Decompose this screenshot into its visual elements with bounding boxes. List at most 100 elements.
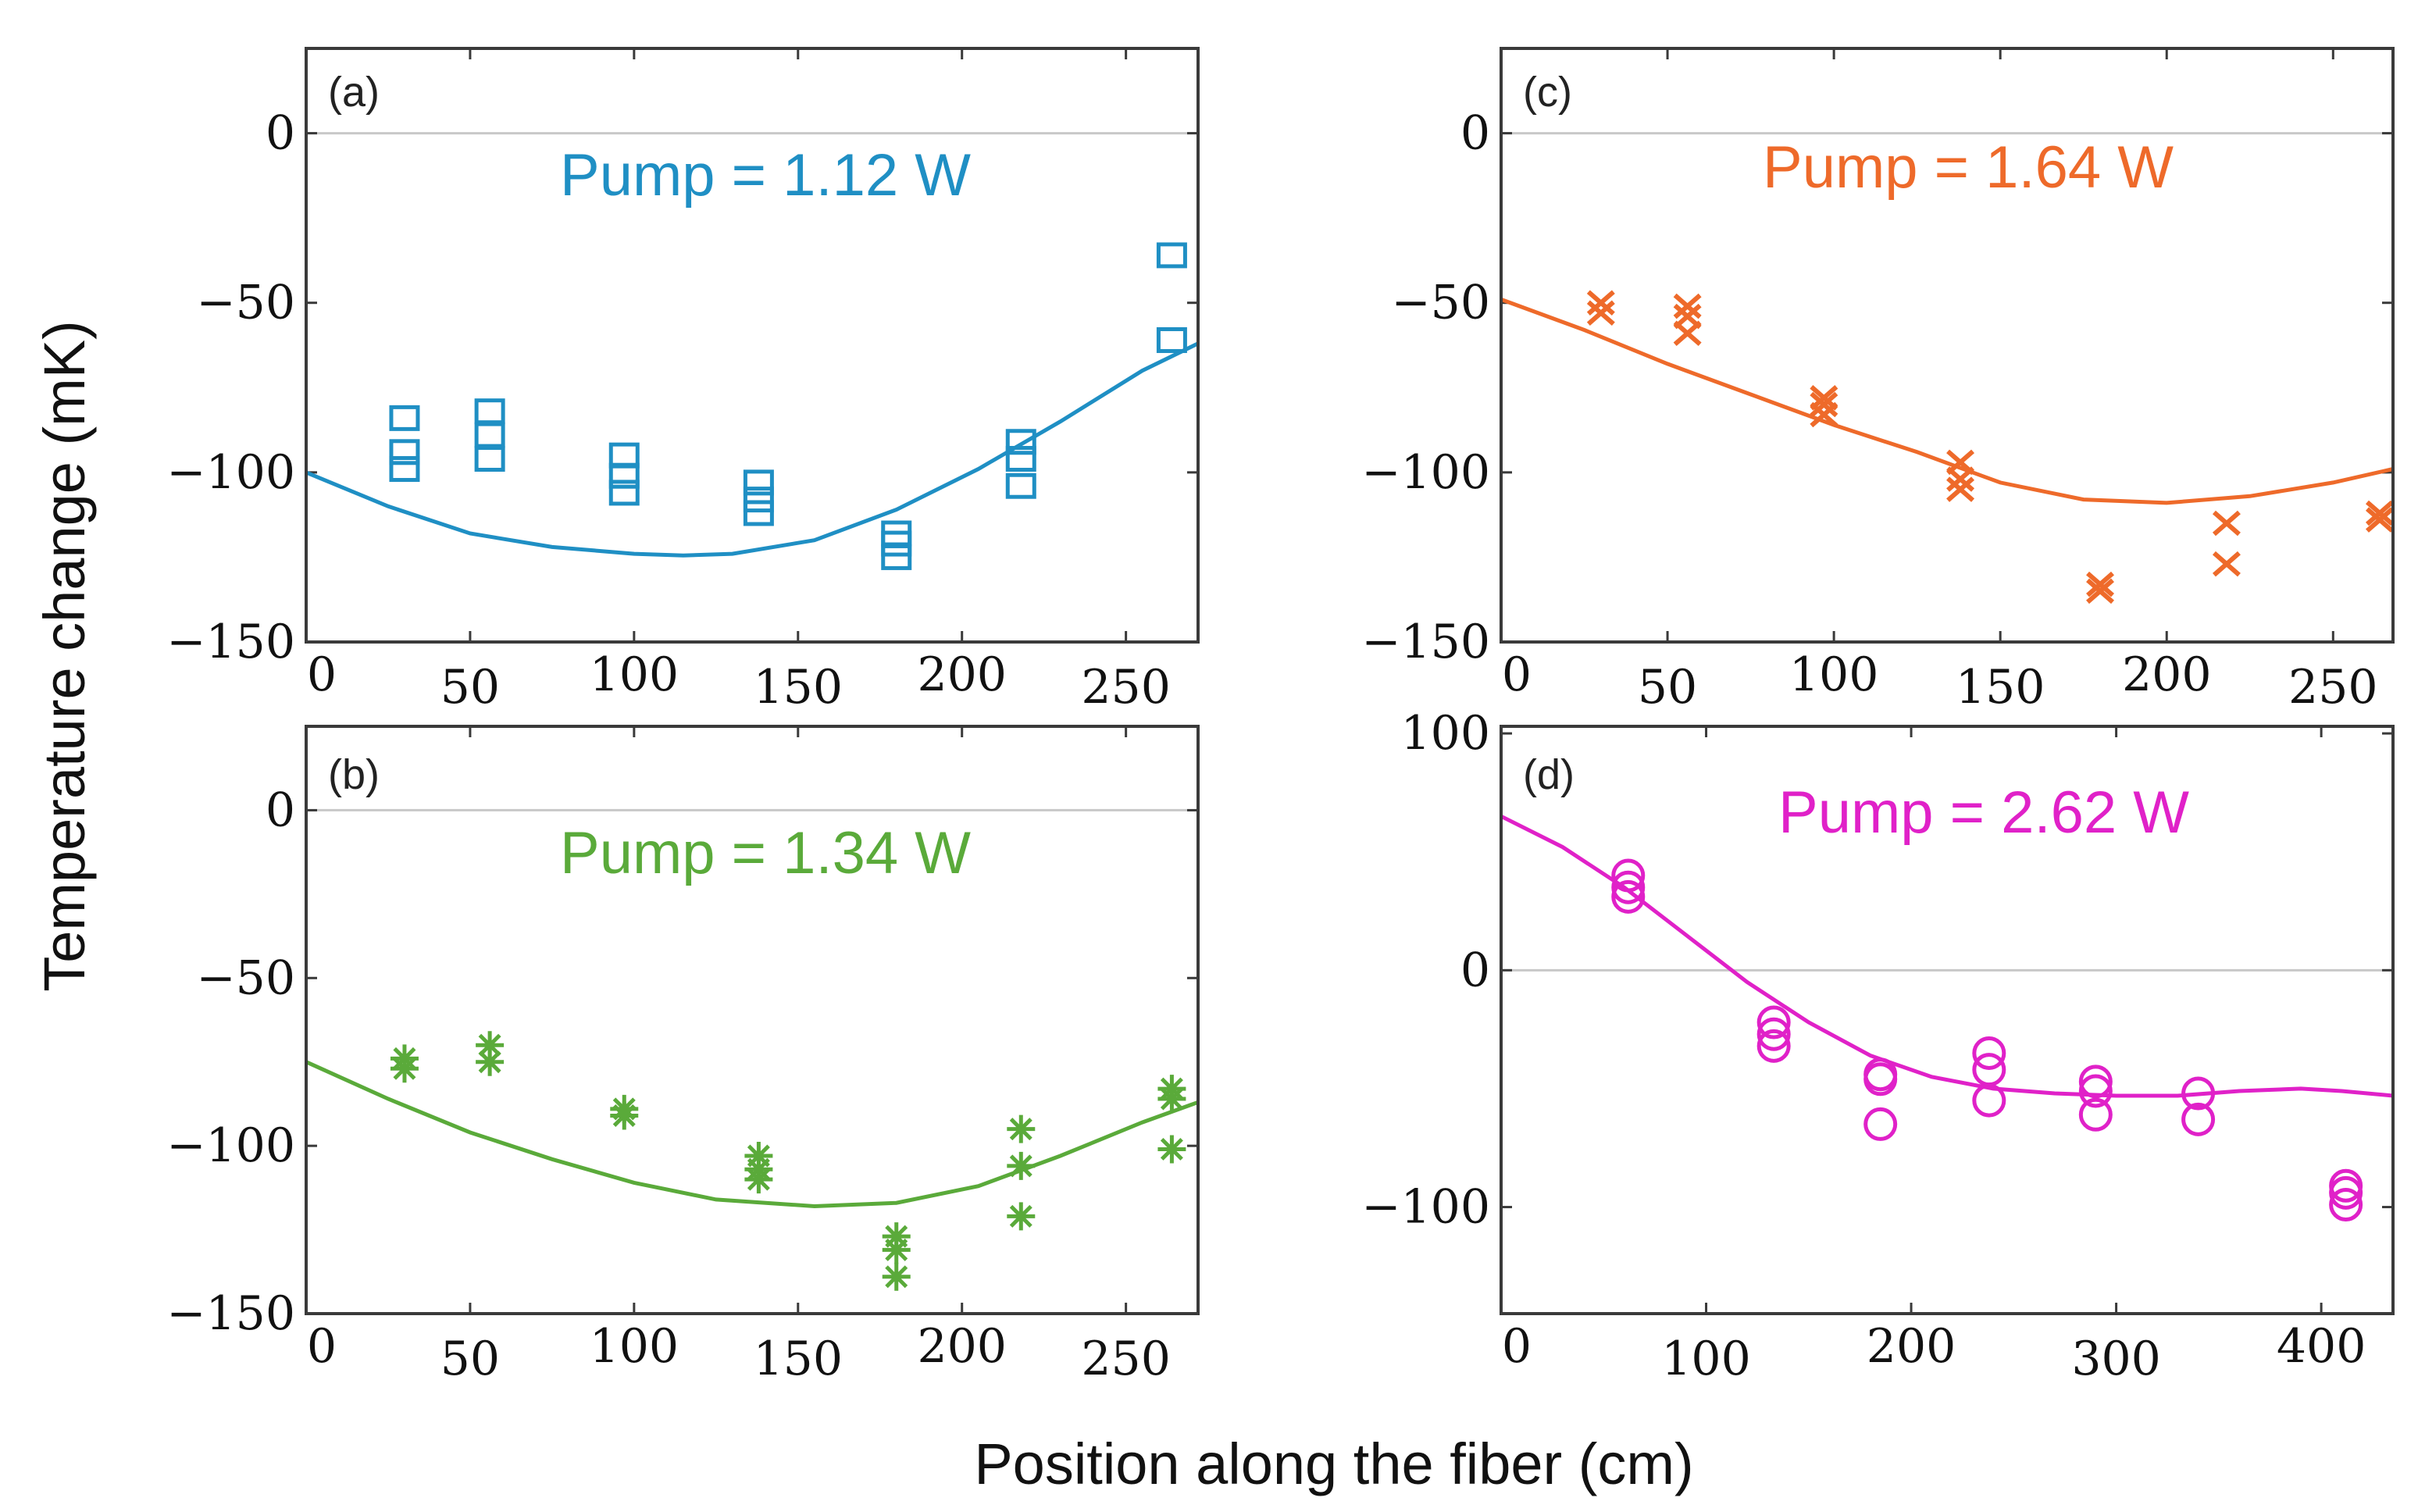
data-point-c bbox=[2365, 507, 2394, 533]
data-point-a bbox=[474, 445, 505, 472]
data-point-a bbox=[1005, 472, 1036, 499]
data-point-b bbox=[1157, 1135, 1186, 1164]
data-point-d bbox=[2181, 1102, 2216, 1136]
pump-annotation-c: Pump = 1.64 W bbox=[1763, 134, 2174, 201]
x-tick-label-a: 0 bbox=[307, 647, 337, 702]
x-tick-label-b: 150 bbox=[754, 1332, 843, 1386]
x-tick-label-c: 250 bbox=[2288, 660, 2378, 715]
data-point-a bbox=[389, 439, 420, 465]
data-point-d bbox=[2078, 1064, 2113, 1099]
pump-annotation-b: Pump = 1.34 W bbox=[560, 820, 971, 886]
x-tick-label-a: 150 bbox=[754, 660, 843, 715]
data-point-a bbox=[389, 405, 420, 431]
data-point-b bbox=[1007, 1202, 1036, 1231]
x-tick-label-b: 100 bbox=[590, 1319, 679, 1374]
fit-curve-a bbox=[305, 341, 1200, 558]
fit-curve-b bbox=[305, 1060, 1199, 1209]
y-tick-label-d: 0 bbox=[1460, 943, 1490, 997]
data-point-b bbox=[882, 1262, 911, 1291]
data-point-a bbox=[608, 480, 640, 506]
data-point-b bbox=[1157, 1084, 1186, 1113]
x-tick-label-c: 0 bbox=[1502, 647, 1532, 702]
plot-frame-c bbox=[1500, 47, 2395, 644]
panel-b: 0 50 100 150 200 250 0 −50 −100 −150 (b) Pump = 1.3… bbox=[166, 725, 1200, 1386]
y-tick-label-d: 100 bbox=[1400, 706, 1490, 761]
data-point-c bbox=[2086, 571, 2114, 597]
panel-d: 0 100 200 300 400 100 0 −100 (d) Pump = 2.62 W bbox=[1361, 706, 2395, 1386]
data-point-d bbox=[1972, 1036, 2006, 1070]
data-point-a bbox=[474, 398, 505, 425]
data-point-c bbox=[1810, 391, 1838, 418]
data-point-a bbox=[1005, 445, 1036, 472]
x-tick-label-c: 200 bbox=[2122, 647, 2212, 702]
x-tick-label-c: 50 bbox=[1638, 660, 1697, 715]
data-point-d bbox=[1756, 1017, 1791, 1051]
y-tick-label-a: −100 bbox=[166, 445, 295, 500]
data-point-a bbox=[743, 500, 774, 526]
data-point-a bbox=[881, 530, 912, 557]
x-axis-title: Position along the fiber (cm) bbox=[974, 1432, 1693, 1496]
y-tick-label-a: −50 bbox=[196, 276, 295, 330]
x-tick-label-b: 200 bbox=[917, 1319, 1007, 1374]
data-point-c bbox=[1673, 320, 1702, 347]
y-tick-label-a: −150 bbox=[166, 615, 295, 669]
y-tick-label-a: 0 bbox=[266, 106, 295, 161]
data-point-c bbox=[1586, 300, 1615, 326]
data-point-c bbox=[1946, 476, 1975, 502]
data-point-b bbox=[476, 1031, 505, 1060]
x-tick-label-d: 400 bbox=[2277, 1319, 2366, 1374]
data-point-d bbox=[1756, 1029, 1791, 1063]
y-tick-label-c: 0 bbox=[1460, 106, 1490, 161]
plot-frame-d bbox=[1500, 725, 2395, 1315]
x-tick-label-a: 50 bbox=[440, 660, 500, 715]
x-tick-label-d: 0 bbox=[1502, 1319, 1532, 1374]
data-point-d bbox=[2329, 1175, 2363, 1210]
fit-curve-c bbox=[1500, 298, 2394, 505]
panel-a: 0 50 100 150 200 250 0 −50 −100 −150 (a) Pump = 1.1… bbox=[166, 47, 1200, 715]
y-tick-label-c: −150 bbox=[1361, 615, 1490, 669]
y-tick-label-c: −50 bbox=[1391, 276, 1490, 330]
panel-c: 0 50 100 150 200 250 0 −50 −100 −150 (c) Pump = 1.6… bbox=[1361, 47, 2395, 715]
x-tick-label-b: 250 bbox=[1081, 1332, 1171, 1386]
data-point-d bbox=[2329, 1188, 2363, 1222]
data-point-c bbox=[2365, 500, 2394, 526]
data-point-b bbox=[882, 1236, 911, 1264]
data-point-d bbox=[1972, 1083, 2006, 1118]
panels: 0 50 100 150 200 250 0 −50 −100 −150 (a) Pump = 1.1… bbox=[166, 47, 2395, 1386]
data-point-d bbox=[1756, 1005, 1791, 1040]
x-tick-label-a: 100 bbox=[590, 647, 679, 702]
panel-label-c: (c) bbox=[1523, 69, 1572, 116]
x-tick-label-c: 150 bbox=[1956, 660, 2045, 715]
x-tick-label-b: 0 bbox=[307, 1319, 337, 1374]
y-tick-label-d: −100 bbox=[1361, 1180, 1490, 1235]
plot-frame-b bbox=[305, 725, 1200, 1315]
pump-annotation-d: Pump = 2.62 W bbox=[1778, 779, 2189, 846]
data-point-d bbox=[2078, 1074, 2113, 1108]
panel-label-d: (d) bbox=[1523, 751, 1575, 798]
panel-label-b: (b) bbox=[328, 751, 380, 798]
data-point-c bbox=[2212, 551, 2241, 577]
data-point-b bbox=[1007, 1114, 1036, 1143]
x-tick-label-d: 300 bbox=[2071, 1332, 2161, 1386]
data-point-c bbox=[1673, 293, 1702, 319]
y-axis-title: Temperature change (mK) bbox=[32, 320, 97, 992]
data-point-a bbox=[743, 469, 774, 496]
data-point-a bbox=[474, 422, 505, 448]
data-point-d bbox=[1611, 879, 1646, 914]
data-point-b bbox=[1007, 1151, 1036, 1180]
data-point-d bbox=[1863, 1107, 1898, 1141]
data-point-a bbox=[389, 456, 420, 483]
data-point-c bbox=[1946, 466, 1975, 492]
data-point-a bbox=[743, 487, 774, 513]
data-point-a bbox=[1005, 429, 1036, 455]
x-tick-label-c: 100 bbox=[1789, 647, 1879, 702]
panel-label-a: (a) bbox=[328, 69, 380, 116]
data-point-d bbox=[2078, 1097, 2113, 1132]
x-tick-label-a: 250 bbox=[1081, 660, 1171, 715]
data-point-b bbox=[744, 1165, 773, 1194]
data-point-d bbox=[1611, 858, 1646, 893]
y-tick-label-c: −100 bbox=[1361, 445, 1490, 500]
data-point-c bbox=[1810, 401, 1838, 428]
data-point-b bbox=[390, 1054, 419, 1083]
data-point-d bbox=[1863, 1062, 1898, 1097]
